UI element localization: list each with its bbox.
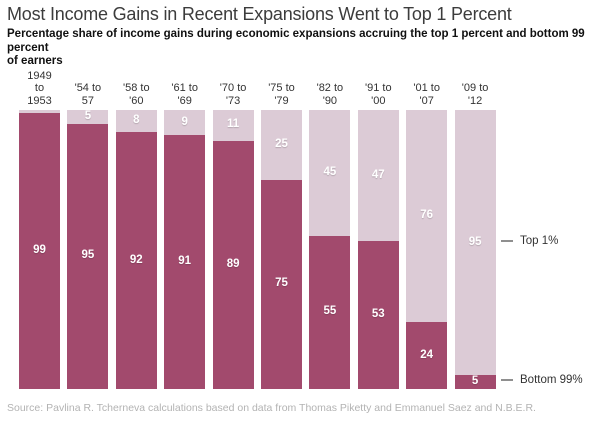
- top1-segment: 9: [164, 110, 206, 136]
- value-label: 47: [371, 168, 385, 181]
- category-label: '70 to '73: [219, 82, 247, 107]
- category-label: 1949 to 1953: [27, 69, 52, 107]
- value-label: 5: [471, 375, 479, 388]
- source-note: Source: Pavlina R. Tcherneva calculation…: [7, 402, 536, 414]
- chart-subtitle: Percentage share of income gains during …: [7, 28, 585, 67]
- chart-title: Most Income Gains in Recent Expansions W…: [7, 4, 512, 24]
- bottom99-segment: 75: [261, 179, 302, 389]
- value-label: 45: [323, 165, 337, 178]
- value-label: 75: [275, 277, 288, 290]
- top1-segment: 45: [309, 110, 351, 236]
- value-label: 53: [371, 308, 385, 321]
- annotation-dash-line: [501, 239, 513, 242]
- value-label: 95: [81, 249, 95, 262]
- category-label: '82 to '90: [316, 82, 344, 107]
- value-label: 8: [133, 114, 140, 127]
- top1-segment: 8: [115, 110, 157, 133]
- annotation-top-1-: Top 1%: [501, 235, 558, 247]
- value-label: 91: [178, 255, 192, 268]
- category-label: '58 to '60: [123, 82, 150, 107]
- value-label: 55: [323, 305, 337, 318]
- value-label: 5: [84, 109, 92, 122]
- category-label: '75 to '79: [268, 82, 295, 107]
- value-label: 11: [227, 118, 240, 131]
- annotation-dash-line: [501, 379, 513, 382]
- value-label: 89: [226, 257, 240, 270]
- top1-segment: 47: [357, 110, 399, 242]
- value-label: 24: [420, 348, 434, 361]
- annotation-label: Top 1%: [520, 234, 559, 247]
- bottom99-segment: 24: [406, 322, 448, 389]
- top1-segment: 11: [212, 110, 254, 141]
- bottom99-segment: 91: [164, 135, 206, 389]
- bottom99-segment: 95: [67, 123, 109, 389]
- annotation-label: Bottom 99%: [520, 374, 583, 387]
- value-label: 95: [468, 235, 482, 248]
- category-label: '54 to 57: [74, 82, 102, 107]
- bottom99-segment: 55: [309, 235, 351, 389]
- value-label: 99: [33, 243, 46, 256]
- category-label: '01 to '07: [413, 82, 440, 107]
- value-label: 9: [181, 115, 188, 128]
- top1-segment: [19, 110, 60, 113]
- top1-segment: 95: [454, 110, 496, 376]
- top1-segment: 76: [406, 110, 448, 323]
- category-label: '09 to '12: [461, 82, 489, 107]
- value-label: 92: [129, 253, 143, 266]
- bottom99-segment: 92: [115, 132, 157, 389]
- category-label: '61 to '69: [171, 82, 198, 107]
- bottom99-segment: 53: [357, 241, 399, 389]
- top1-segment: 25: [261, 110, 302, 180]
- bottom99-segment: 89: [212, 140, 254, 389]
- annotation-bottom-99-: Bottom 99%: [501, 374, 583, 386]
- value-label: 25: [275, 137, 288, 150]
- category-label: '91 to '00: [365, 82, 392, 107]
- value-label: 76: [420, 209, 434, 222]
- bottom99-segment: 5: [454, 375, 496, 389]
- top1-segment: 5: [67, 109, 109, 124]
- bottom99-segment: 99: [19, 112, 60, 389]
